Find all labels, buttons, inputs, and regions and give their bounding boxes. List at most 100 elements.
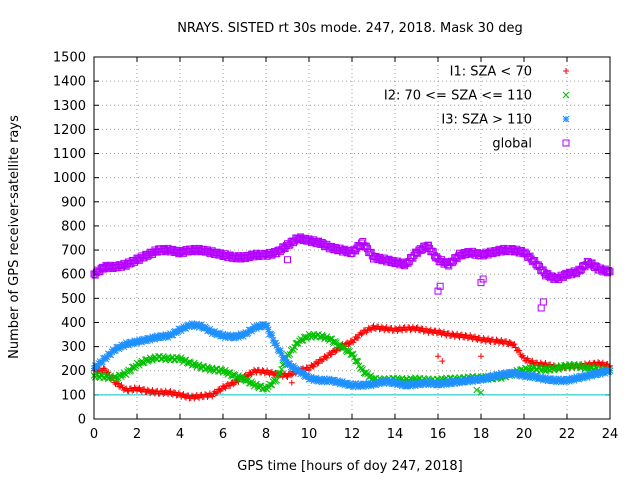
series-3-point [278, 350, 285, 358]
series-4-point [532, 260, 540, 268]
series-1-outlier [288, 379, 295, 386]
y-tick-label: 600 [61, 268, 86, 283]
series-3-point [583, 374, 591, 381]
x-tick-label: 6 [219, 427, 227, 442]
series-4-point [592, 262, 600, 270]
series-3-point [469, 378, 476, 386]
series-1-point [418, 325, 425, 332]
series-3-point [339, 378, 346, 385]
y-tick-label: 1000 [53, 171, 86, 186]
series-3-point [268, 331, 276, 339]
series-1-point [209, 393, 216, 400]
series-3-point [147, 335, 155, 343]
legend: I1: SZA < 70 I2: 70 <= SZA <= 110 I3: SZA … [384, 65, 570, 152]
series-3-point [127, 338, 135, 346]
x-tick-label: 20 [516, 427, 533, 442]
series-3-point [549, 377, 557, 385]
series-4-outlier [539, 298, 547, 306]
legend-label: I1: SZA < 70 [450, 65, 532, 80]
series-4-outlier [434, 287, 442, 295]
series-3-point [564, 375, 572, 383]
series-1-point [214, 389, 221, 396]
series-3-point [224, 331, 232, 338]
series-3-point [421, 380, 429, 388]
series-4-point [380, 254, 388, 262]
series-1-point [503, 338, 510, 345]
series-3-point [151, 336, 159, 343]
series-4-point [448, 259, 456, 267]
series-3-point [463, 376, 471, 384]
y-tick-label: 200 [61, 364, 86, 379]
series-3-point [538, 374, 546, 382]
series-3-point [570, 377, 578, 384]
series-3-point [272, 339, 279, 347]
series-3-point [319, 377, 327, 385]
series-4-outlier [436, 282, 444, 290]
x-tick-label: 14 [387, 427, 404, 442]
series-3-point [367, 382, 375, 390]
series-1-point [196, 394, 203, 401]
y-axis-label: Number of GPS receiver-satellite rays [7, 115, 22, 359]
y-tick-label: 900 [61, 195, 86, 210]
series-3-point [523, 373, 530, 380]
series-3-point [496, 371, 504, 379]
x-tick-label: 0 [90, 427, 98, 442]
series-3-point [286, 360, 294, 368]
series-4-point [484, 251, 492, 259]
series-4-point [393, 257, 401, 265]
series-3-point [133, 340, 141, 347]
series-3-point [253, 325, 260, 333]
series-3-point [206, 325, 214, 333]
x-tick-label: 10 [301, 427, 318, 442]
series-3-point [408, 381, 416, 389]
legend-label: global [492, 137, 532, 152]
series-1-point [480, 335, 487, 342]
series-3-point [487, 375, 494, 382]
series-3-point [263, 322, 271, 329]
series-3-point [325, 375, 333, 383]
series-3-point [102, 355, 110, 363]
series-3-point [107, 351, 115, 359]
series-1-point [495, 340, 502, 347]
series-2-point [555, 366, 562, 373]
series-1-point [204, 394, 211, 401]
series-4-point [534, 261, 542, 269]
series-1-point [472, 333, 479, 340]
series-3-point [282, 358, 290, 366]
y-tick-label: 1100 [53, 147, 86, 162]
series-4-point [602, 268, 610, 276]
series-3-point [383, 376, 390, 384]
series-3-point [411, 382, 419, 390]
series-3-point [213, 331, 221, 339]
series-4-point [574, 267, 582, 275]
y-tick-label: 700 [61, 244, 86, 259]
series-3-point [187, 322, 195, 330]
series-4-point [576, 267, 584, 275]
series-3-point [244, 329, 252, 337]
series-4-point [428, 247, 436, 255]
series-1-point [328, 351, 335, 358]
series-1-point [284, 374, 291, 381]
y-tick-label: 1500 [53, 51, 86, 66]
series-3-point [476, 374, 484, 382]
series-4-point [221, 250, 229, 258]
series-4-point [422, 244, 430, 252]
series-group [90, 233, 614, 402]
chart-title: NRAYS. SISTED rt 30s mode. 247, 2018. Ma… [177, 21, 523, 36]
series-3-point [405, 380, 413, 388]
series-3-point [346, 382, 353, 390]
series-2-outlier [473, 386, 481, 394]
x-axis-label: GPS time [hours of doy 247, 2018] [237, 459, 462, 474]
series-3-point [604, 366, 611, 374]
series-1-point [354, 335, 361, 342]
series-3-point [450, 378, 457, 385]
series-3-point [443, 381, 450, 389]
series-3-point [588, 372, 596, 380]
series-3-point [419, 378, 426, 386]
series-1-point [332, 349, 339, 356]
y-tick-label: 1400 [53, 75, 86, 90]
series-1-point [100, 365, 107, 372]
series-1-point [227, 382, 234, 389]
series-3-point [164, 334, 172, 341]
